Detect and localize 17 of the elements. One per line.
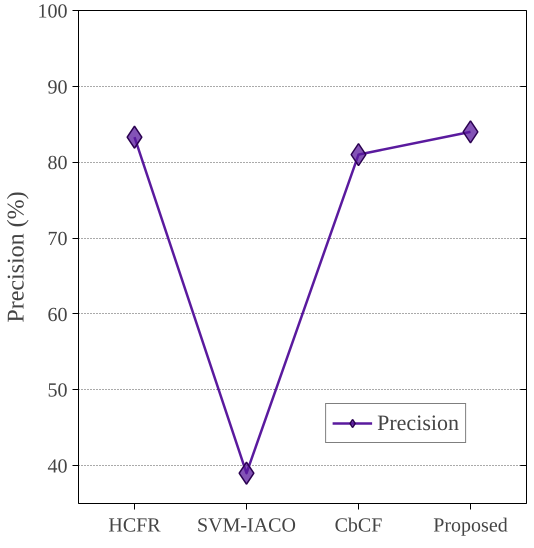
- point: [350, 142, 367, 166]
- point: [238, 461, 255, 485]
- y-tick-label: 100: [38, 0, 68, 22]
- y-tick-label: 70: [48, 228, 68, 250]
- point: [126, 125, 143, 149]
- y-tick-label: 50: [48, 380, 68, 402]
- point: [462, 120, 479, 144]
- x-tick-label: SVM-IACO: [197, 514, 296, 536]
- y-tick-label: 40: [48, 456, 68, 478]
- x-tick-label: CbCF: [334, 514, 382, 536]
- y-tick-label: 80: [48, 152, 68, 174]
- x-tick-label: Proposed: [433, 514, 508, 536]
- y-tick-label: 60: [48, 304, 68, 326]
- x-tick-label: HCFR: [108, 514, 162, 536]
- y-axis-title: Precision (%): [4, 191, 30, 323]
- y-tick-label: 90: [48, 76, 68, 98]
- legend-label: Precision: [377, 410, 459, 436]
